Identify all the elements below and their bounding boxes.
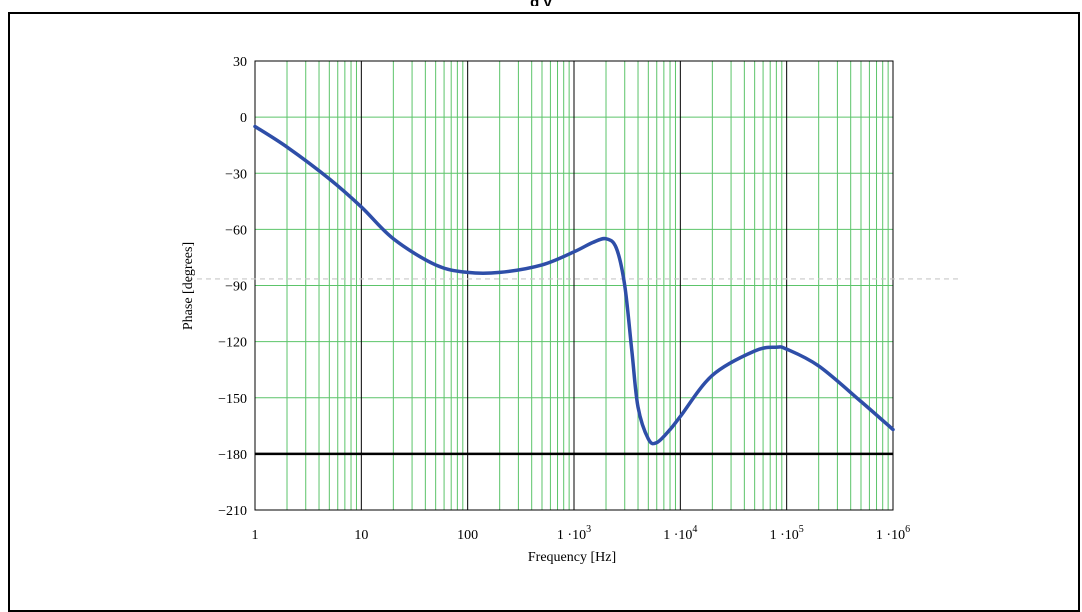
y-tick-label: −180 [218,448,247,463]
x-axis-label: Frequency [Hz] [528,550,616,565]
y-axis-label: Phase [degrees] [181,242,196,330]
x-tick-label: 100 [457,528,478,543]
y-tick-label: −210 [218,504,247,519]
plot-border [254,60,894,511]
y-tick-label: 30 [233,55,247,70]
x-tick-label: 1 ·103 [557,524,591,543]
y-tick-label: 0 [240,111,247,126]
grid [254,60,894,511]
x-tick-label: 1 ·105 [770,524,804,543]
y-tick-label: −90 [225,280,247,295]
y-tick-label: −120 [218,336,247,351]
y-tick-label: −60 [225,223,247,238]
x-tick-label: 1 ·106 [876,524,910,543]
y-tick-label: −30 [225,167,247,182]
series-line-phase [253,124,895,446]
x-tick-label: 1 ·104 [663,524,697,543]
figure-title-fragment: g y [0,0,1082,6]
x-tick-label: 10 [354,528,368,543]
x-tick-label: 1 [252,528,259,543]
tick-labels: 30 0 −30 −60 −90 −120 −150 −180 −210 1 10 100 1 ·103… [218,55,910,543]
reference-lines [188,278,962,456]
y-tick-label: −150 [218,392,247,407]
plot-area [253,124,895,446]
